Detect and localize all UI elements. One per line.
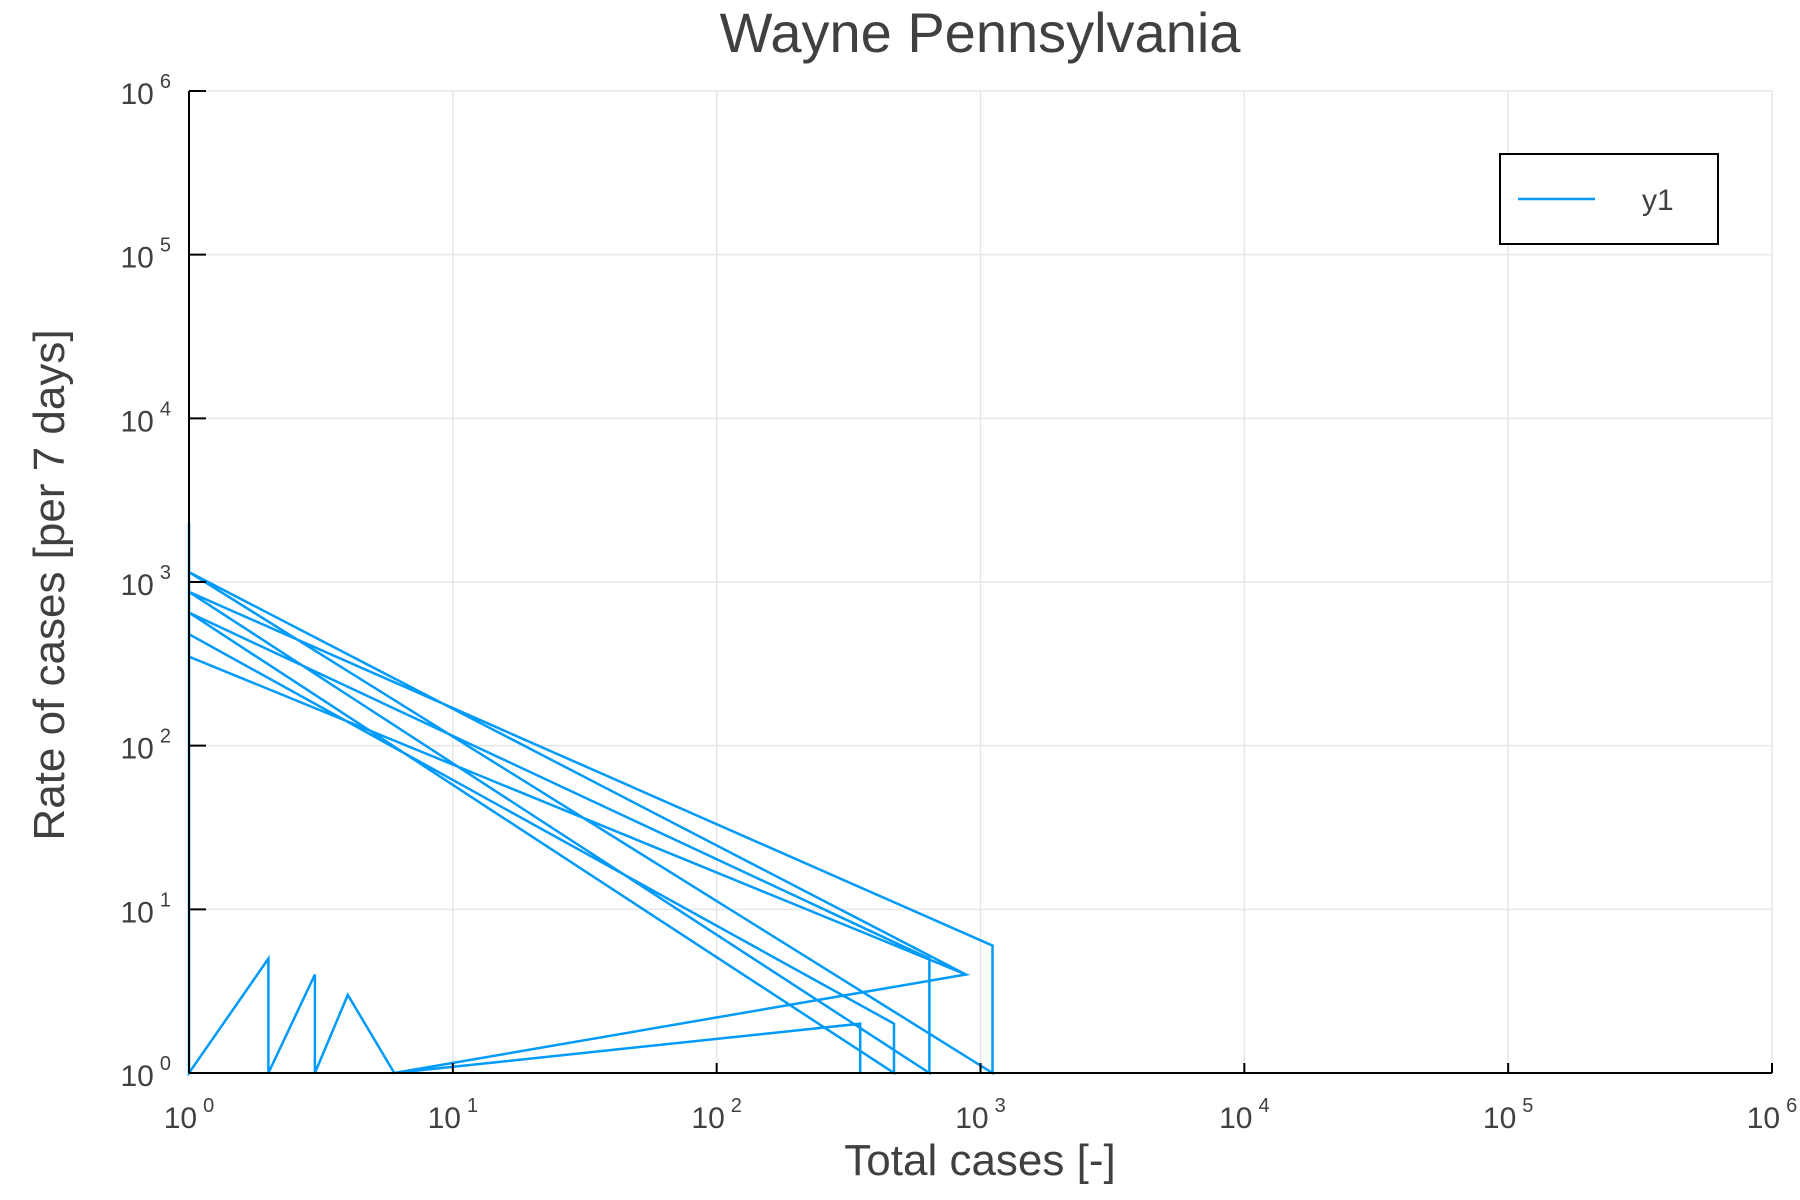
y-tick-label: 10 0	[121, 1053, 172, 1093]
y-tick-base: 10	[121, 242, 154, 275]
x-tick-base: 10	[1483, 1102, 1516, 1135]
y-tick-label: 10 4	[121, 398, 172, 438]
y-tick-base: 10	[121, 733, 154, 766]
y-tick-label: 10 6	[121, 71, 172, 111]
x-axis-label: Total cases [-]	[844, 1136, 1115, 1185]
y-tick-label: 10 3	[121, 562, 172, 602]
x-tick-base: 10	[428, 1102, 461, 1135]
x-tick-exp: 2	[731, 1095, 742, 1117]
y-tick-label: 10 2	[121, 726, 172, 766]
y-tick-base: 10	[121, 1060, 154, 1093]
x-tick-label: 10 4	[1219, 1095, 1270, 1135]
y-tick-label: 10 5	[121, 235, 172, 275]
x-tick-exp: 6	[1786, 1095, 1797, 1117]
x-tick-base: 10	[1747, 1102, 1780, 1135]
y-tick-exp: 5	[160, 235, 171, 257]
y-tick-base: 10	[121, 569, 154, 602]
y-axis-label: Rate of cases [per 7 days]	[25, 329, 74, 840]
x-tick-label: 10 1	[428, 1095, 479, 1135]
legend: y1	[1499, 153, 1719, 245]
x-tick-base: 10	[955, 1102, 988, 1135]
series-line-y1	[187, 522, 994, 1077]
x-tick-exp: 1	[467, 1095, 478, 1117]
y-tick-base: 10	[121, 405, 154, 438]
y-tick-exp: 2	[160, 726, 171, 748]
chart-title: Wayne Pennsylvania	[720, 1, 1242, 64]
x-tick-label: 10 5	[1483, 1095, 1534, 1135]
x-tick-label: 10 2	[691, 1095, 742, 1135]
x-tick-exp: 3	[995, 1095, 1006, 1117]
x-tick-label: 10 3	[955, 1095, 1006, 1135]
y-tick-base: 10	[121, 78, 154, 111]
x-tick-base: 10	[164, 1102, 197, 1135]
tick-label-layer: 10 0 10 1 10 2 10 3 10 4 10 5 10 610 010 110 210 310 410 51…	[121, 71, 1798, 1135]
x-tick-exp: 0	[203, 1095, 214, 1117]
series-layer	[187, 522, 994, 1077]
y-tick-exp: 3	[160, 562, 171, 584]
axes-layer	[188, 90, 1773, 1074]
x-tick-base: 10	[1219, 1102, 1252, 1135]
x-tick-base: 10	[691, 1102, 724, 1135]
x-tick-exp: 5	[1522, 1095, 1533, 1117]
legend-label-y1: y1	[1642, 184, 1674, 217]
y-tick-exp: 4	[160, 398, 171, 420]
x-tick-label: 10 0	[164, 1095, 215, 1135]
x-tick-exp: 4	[1258, 1095, 1269, 1117]
x-tick-label: 10 6	[1747, 1095, 1798, 1135]
y-tick-exp: 1	[160, 889, 171, 911]
y-tick-label: 10 1	[121, 889, 172, 929]
grid-layer	[188, 90, 1773, 1074]
y-tick-exp: 0	[160, 1053, 171, 1075]
y-tick-exp: 6	[160, 71, 171, 93]
y-tick-base: 10	[121, 896, 154, 929]
